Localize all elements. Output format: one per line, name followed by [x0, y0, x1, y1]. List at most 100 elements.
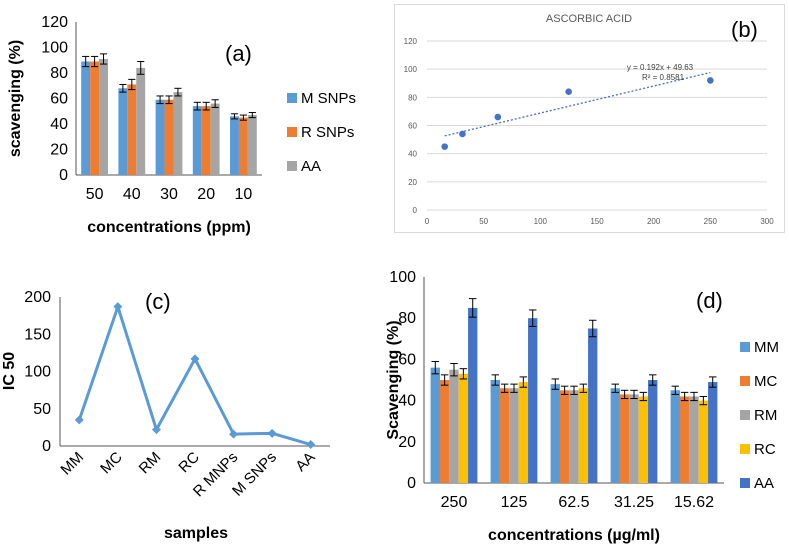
legend-swatch [287, 127, 297, 137]
y-axis-title: IC 50 [1, 352, 18, 390]
bar-aa [528, 318, 538, 483]
data-point [707, 77, 714, 84]
bar-aa [136, 67, 146, 175]
y-tick-label: 80 [50, 65, 68, 82]
y-tick-label: 80 [398, 310, 416, 327]
bar-mm [550, 384, 560, 483]
y-tick-label: 100 [41, 40, 68, 57]
bar-mm [670, 390, 680, 483]
chart-frame [394, 4, 785, 233]
y-tick-label: 60 [408, 122, 417, 131]
x-tick-label: AA [292, 449, 318, 475]
bar-m-snps [81, 61, 91, 175]
bar-aa [99, 58, 108, 175]
bar-aa [210, 103, 220, 175]
bar-rc [518, 382, 529, 483]
bar-aa [708, 382, 718, 483]
data-point [494, 113, 502, 121]
data-marker [190, 354, 200, 364]
data-marker [267, 428, 277, 438]
legend-label: MC [754, 373, 777, 390]
panel-d: 0 20 40 60 80 100 250 125 62.5 31.25 15.62 concentr… [385, 269, 779, 544]
x-tick-label: MM [57, 449, 87, 479]
bar-r-snps [201, 106, 211, 175]
x-tick-label: RM [136, 449, 165, 478]
bar-rc [638, 396, 649, 483]
bar-rc [578, 388, 589, 483]
y-tick-label: 100 [24, 364, 51, 381]
legend-swatch [740, 376, 750, 386]
x-tick-label: 62.5 [558, 494, 589, 511]
bar-rm [509, 388, 519, 483]
x-tick-label: 31.25 [614, 494, 654, 511]
x-axis-title: concentrations (ppm) [87, 219, 251, 236]
data-marker [74, 415, 84, 425]
bar-mm [610, 388, 620, 483]
data-marker [151, 425, 161, 435]
legend-swatch [287, 93, 297, 103]
bar-mc [559, 390, 570, 483]
y-tick-label: 40 [50, 116, 68, 133]
trendline-equation: y = 0.192x + 49.63 [627, 63, 694, 72]
series-line [77, 305, 312, 446]
y-tick-label: 100 [389, 269, 416, 286]
legend-label: AA [301, 158, 321, 175]
bar-m-snps [192, 106, 202, 175]
bar-mc [499, 388, 510, 483]
data-point [441, 143, 449, 150]
y-tick-label: 40 [398, 393, 416, 410]
x-tick-label: 125 [501, 494, 528, 511]
data-marker [229, 429, 239, 439]
data-marker [113, 302, 123, 312]
bar-aa [468, 307, 478, 483]
legend-label: AA [754, 475, 774, 492]
legend-swatch [740, 444, 750, 454]
bar-aa [247, 115, 257, 175]
bar-mc [439, 380, 450, 483]
bar-aa [648, 380, 658, 483]
x-tick-label: 40 [123, 186, 141, 203]
x-tick-label: 10 [235, 186, 253, 203]
y-tick-label: 0 [59, 167, 68, 184]
data-point [459, 130, 466, 138]
y-tick-label: 20 [50, 142, 68, 159]
x-tick-label: 250 [704, 217, 718, 226]
trendline-r2: R² = 0.8581 [642, 73, 685, 82]
panel-b: 0 20 40 60 80 100 120 0 50 100 150 200 250 300 ASCORBI… [394, 4, 785, 233]
x-tick-label: 150 [590, 217, 604, 226]
y-tick-label: 200 [24, 289, 51, 306]
bar-rc [698, 400, 709, 483]
bar-r-snps [164, 99, 174, 175]
bar-mc [679, 396, 690, 483]
y-tick-label: 60 [50, 91, 68, 108]
bar-mc [619, 394, 630, 483]
data-point [565, 88, 572, 95]
bar-mm [430, 367, 440, 483]
panel-label: (b) [731, 17, 758, 42]
bar-rm [629, 394, 639, 483]
y-tick-label: 120 [404, 37, 418, 46]
bar-r-snps [238, 117, 248, 175]
legend-swatch [740, 342, 750, 352]
bar-m-snps [230, 116, 239, 175]
panel-label: (a) [225, 41, 252, 66]
y-tick-label: 100 [404, 65, 418, 74]
data-marker [306, 440, 316, 450]
bar-rm [689, 396, 699, 483]
x-tick-label: 0 [425, 217, 430, 226]
x-tick-label: 50 [479, 217, 488, 226]
y-tick-label: 150 [24, 326, 51, 343]
x-tick-label: 250 [441, 494, 468, 511]
y-tick-label: 20 [408, 178, 417, 187]
x-tick-label: 50 [86, 186, 104, 203]
bar-r-snps [90, 61, 100, 175]
panel-a: 0 20 40 60 80 100 120 50 40 30 20 10 concentrations … [7, 14, 356, 236]
x-tick-label: 200 [647, 217, 661, 226]
y-tick-label: 0 [407, 475, 416, 492]
bar-mm [490, 380, 500, 483]
y-axis-title: scavenging (%) [7, 40, 24, 157]
bar-aa [173, 92, 183, 175]
y-tick-label: 50 [33, 401, 51, 418]
y-tick-label: 0 [413, 206, 418, 215]
